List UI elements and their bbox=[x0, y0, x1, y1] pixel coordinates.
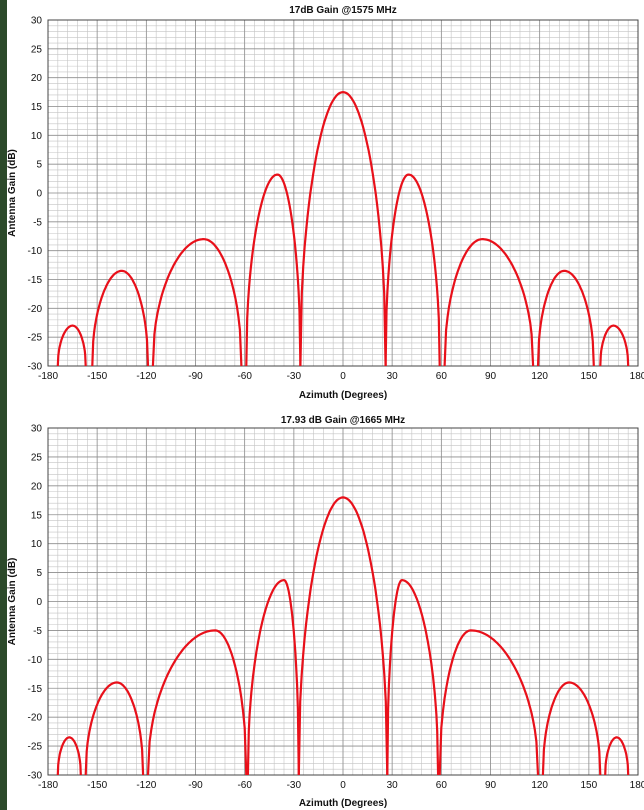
gain-lobe bbox=[599, 324, 630, 367]
y-tick-label: 5 bbox=[36, 160, 42, 171]
gain-lobe bbox=[91, 269, 150, 367]
plot-border bbox=[47, 427, 639, 776]
gain-lobe bbox=[151, 237, 243, 367]
plot-border bbox=[47, 19, 639, 367]
y-tick-label: -10 bbox=[28, 246, 43, 257]
x-tick-label: -180 bbox=[38, 780, 58, 791]
y-tick-label: 20 bbox=[31, 73, 43, 84]
x-tick-label: 0 bbox=[340, 780, 346, 791]
x-tick-label: -60 bbox=[237, 780, 252, 791]
tick-labels: -180 -150 -120 -90 -60 -30 0 30 60 90 120 150 180302… bbox=[28, 16, 644, 383]
x-tick-label: 120 bbox=[531, 371, 548, 382]
gain-curve bbox=[56, 90, 630, 367]
y-tick-label: 10 bbox=[31, 131, 43, 142]
x-tick-label: 120 bbox=[531, 780, 548, 791]
y-tick-label: 30 bbox=[31, 16, 43, 27]
y-tick-label: 10 bbox=[31, 539, 43, 550]
y-tick-label: -30 bbox=[28, 362, 43, 373]
y-tick-label: -5 bbox=[33, 626, 42, 637]
gain-lobe bbox=[56, 324, 87, 367]
x-tick-label: -90 bbox=[188, 371, 203, 382]
x-tick-label: 60 bbox=[436, 371, 448, 382]
gain-lobe bbox=[438, 629, 540, 776]
x-tick-label: -60 bbox=[237, 371, 252, 382]
y-tick-label: 5 bbox=[36, 568, 42, 579]
y-tick-label: 25 bbox=[31, 44, 43, 55]
y-axis-label: Antenna Gain (dB) bbox=[7, 558, 18, 646]
grid bbox=[47, 427, 639, 776]
gain-lobe bbox=[297, 496, 389, 776]
x-tick-label: 0 bbox=[340, 371, 346, 382]
y-tick-label: -10 bbox=[28, 655, 43, 666]
y-tick-label: 0 bbox=[36, 597, 42, 608]
y-tick-label: -30 bbox=[28, 771, 43, 782]
tick-labels: -180 -150 -120 -90 -60 -30 0 30 60 90 120 150 180302… bbox=[28, 424, 644, 792]
y-tick-label: -20 bbox=[28, 713, 43, 724]
y-tick-label: -25 bbox=[28, 333, 43, 344]
x-tick-label: 30 bbox=[387, 780, 399, 791]
figure-frame: -180 -150 -120 -90 -60 -30 0 30 60 90 120 150 180 30 2… bbox=[7, 0, 644, 810]
gain-lobe bbox=[386, 578, 440, 776]
chart-1665mhz: -180 -150 -120 -90 -60 -30 0 30 60 90 120 150 180302… bbox=[7, 415, 644, 809]
gain-lobe bbox=[384, 173, 441, 367]
gain-lobe bbox=[604, 736, 630, 776]
y-tick-label: 15 bbox=[31, 102, 43, 113]
x-tick-label: 90 bbox=[485, 371, 497, 382]
y-tick-label: -20 bbox=[28, 304, 43, 315]
y-tick-label: -25 bbox=[28, 742, 43, 753]
gain-lobe bbox=[84, 681, 145, 776]
y-tick-label: 0 bbox=[36, 189, 42, 200]
y-tick-label: 15 bbox=[31, 510, 43, 521]
gain-curve bbox=[56, 496, 630, 776]
antenna-pattern-charts: -180 -150 -120 -90 -60 -30 0 30 60 90 120 150 180302… bbox=[7, 5, 644, 809]
x-tick-label: -120 bbox=[136, 780, 156, 791]
x-tick-label: 60 bbox=[436, 780, 448, 791]
chart-1575mhz: -180 -150 -120 -90 -60 -30 0 30 60 90 120 150 180302… bbox=[7, 5, 644, 401]
x-tick-label: 150 bbox=[580, 371, 597, 382]
x-axis-label: Azimuth (Degrees) bbox=[299, 390, 387, 401]
y-tick-label: -5 bbox=[33, 217, 42, 228]
gain-lobe bbox=[246, 578, 300, 776]
gain-lobe bbox=[56, 736, 82, 776]
gain-lobe bbox=[146, 629, 248, 776]
gain-lobe bbox=[245, 173, 302, 367]
gain-lobe bbox=[443, 237, 535, 367]
x-tick-label: -120 bbox=[136, 371, 156, 382]
gain-lobe bbox=[536, 269, 595, 367]
chart-title: 17dB Gain @1575 MHz bbox=[289, 5, 397, 16]
x-tick-label: -150 bbox=[87, 371, 107, 382]
x-tick-label: 90 bbox=[485, 780, 497, 791]
y-tick-label: 20 bbox=[31, 481, 43, 492]
y-tick-label: 25 bbox=[31, 452, 43, 463]
y-tick-label: -15 bbox=[28, 684, 43, 695]
chart-title: 17.93 dB Gain @1665 MHz bbox=[281, 415, 405, 426]
x-tick-label: -90 bbox=[188, 780, 203, 791]
x-tick-label: -180 bbox=[38, 371, 58, 382]
x-tick-label: 180 bbox=[630, 780, 644, 791]
x-tick-label: -30 bbox=[287, 371, 302, 382]
x-tick-label: -150 bbox=[87, 780, 107, 791]
y-axis-label: Antenna Gain (dB) bbox=[7, 149, 18, 237]
x-tick-label: -30 bbox=[287, 780, 302, 791]
y-tick-label: 30 bbox=[31, 424, 43, 435]
gain-lobe bbox=[541, 681, 602, 776]
x-tick-label: 150 bbox=[580, 780, 597, 791]
y-tick-label: -15 bbox=[28, 275, 43, 286]
x-tick-label: 30 bbox=[387, 371, 399, 382]
x-tick-label: 180 bbox=[630, 371, 644, 382]
gain-lobe bbox=[299, 90, 387, 367]
x-axis-label: Azimuth (Degrees) bbox=[299, 798, 387, 809]
grid bbox=[47, 19, 639, 367]
